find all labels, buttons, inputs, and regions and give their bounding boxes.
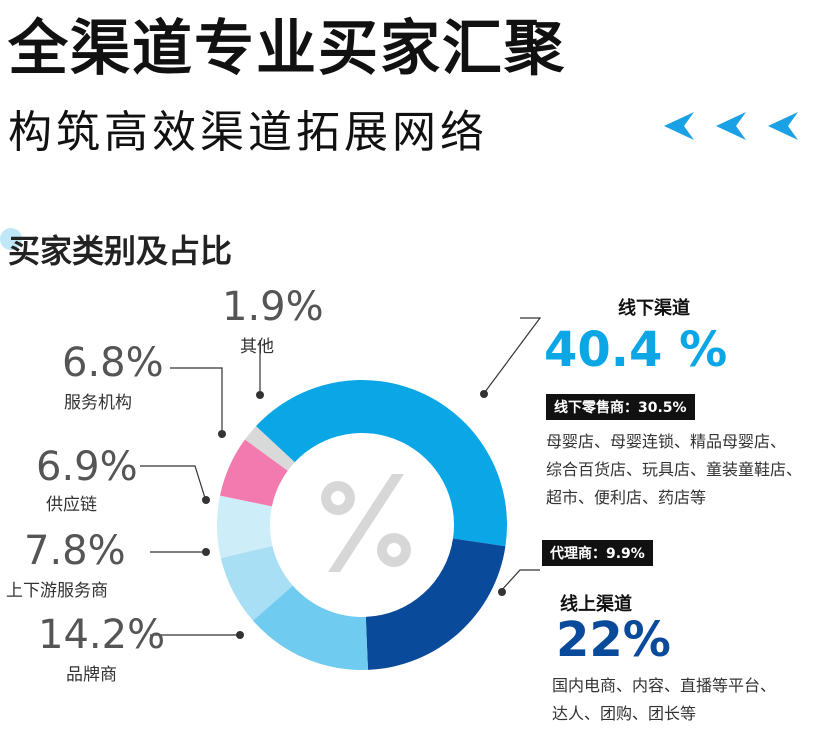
leader-dot-online <box>498 588 506 596</box>
online-desc-line: 国内电商、内容、直播等平台、 <box>552 676 777 695</box>
leader-line-service <box>170 367 223 432</box>
leader-dot-offline <box>480 390 488 398</box>
section-title: 买家类别及占比 <box>8 232 233 270</box>
leader-dot-updown <box>202 548 210 556</box>
page-subtitle: 构筑高效渠道拓展网络 <box>8 107 488 158</box>
label-brand-pct: 14.2% <box>38 612 166 658</box>
label-service-name: 服务机构 <box>64 393 132 413</box>
offline-desc-line: 综合百货店、玩具店、童装童鞋店、 <box>546 460 803 479</box>
leader-dot-brand <box>236 631 244 639</box>
leader-line-supply <box>140 465 206 499</box>
page-title: 全渠道专业买家汇聚 <box>8 14 566 84</box>
leader-dot-service <box>218 430 226 438</box>
offline-desc-line: 母婴店、母婴连锁、精品母婴店、 <box>546 432 787 451</box>
label-other-name: 其他 <box>240 337 274 357</box>
label-other-pct: 1.9% <box>222 284 324 330</box>
online-desc: 国内电商、内容、直播等平台、 达人、团购、团长等 <box>552 672 776 728</box>
leader-line-online <box>499 569 540 593</box>
leader-dot-other <box>256 391 264 399</box>
label-updown-name: 上下游服务商 <box>6 581 108 601</box>
donut-slice-6 <box>244 426 295 471</box>
offline-desc-line: 超市、便利店、药店等 <box>546 488 707 507</box>
label-brand-name: 品牌商 <box>66 665 117 685</box>
online-value: 22% <box>556 612 671 668</box>
offline-retail-badge: 线下零售商：30.5% <box>546 394 695 420</box>
section-dot <box>0 228 22 250</box>
leader-dot-supply <box>202 496 210 504</box>
online-title: 线上渠道 <box>560 594 632 615</box>
arrows-icon <box>664 112 798 140</box>
percent-icon <box>321 474 411 572</box>
offline-value: 40.4 % <box>544 322 728 378</box>
donut-slice-4 <box>217 495 273 559</box>
donut-slice-0 <box>255 380 507 547</box>
donut-slice-3 <box>220 545 293 621</box>
label-supply-pct: 6.9% <box>36 444 138 490</box>
donut-slice-2 <box>252 585 368 670</box>
leader-line-offline <box>484 317 542 393</box>
offline-title: 线下渠道 <box>618 298 690 319</box>
label-service-pct: 6.8% <box>62 340 164 386</box>
label-updown-pct: 7.8% <box>24 528 126 574</box>
label-supply-name: 供应链 <box>46 495 97 515</box>
donut-slice-1 <box>365 538 506 670</box>
donut-slice-5 <box>220 439 288 507</box>
offline-desc: 母婴店、母婴连锁、精品母婴店、 综合百货店、玩具店、童装童鞋店、 超市、便利店、… <box>546 428 802 512</box>
online-desc-line: 达人、团购、团长等 <box>552 704 697 723</box>
offline-agent-badge: 代理商：9.9% <box>542 540 653 566</box>
